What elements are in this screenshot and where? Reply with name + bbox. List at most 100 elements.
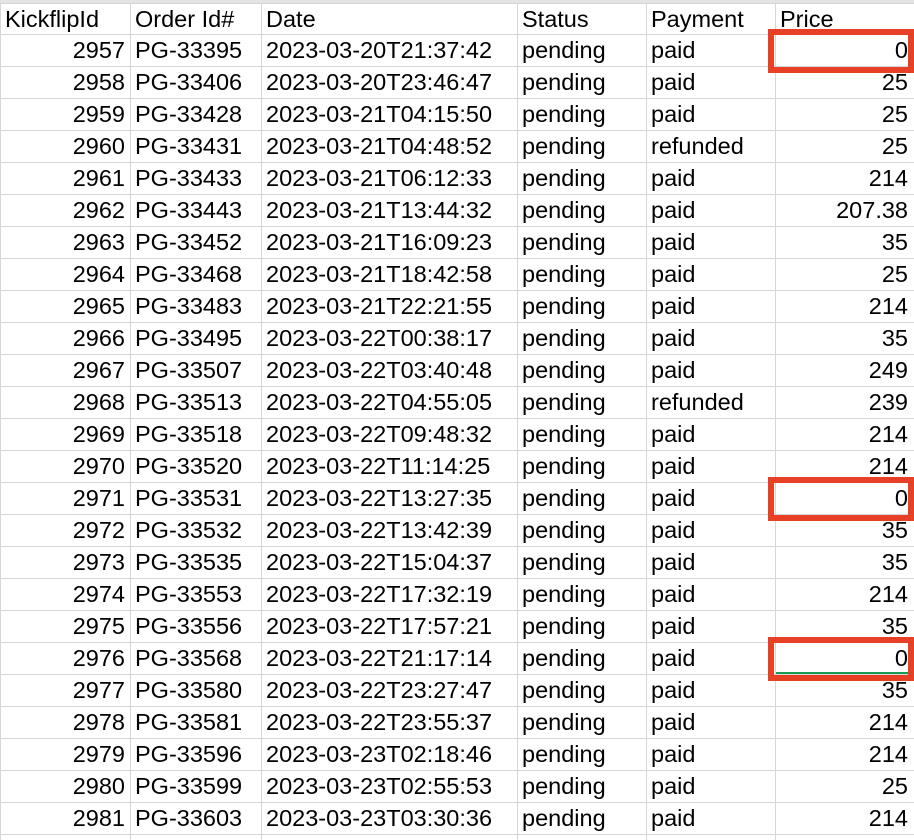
cell-kickflip-id[interactable]: 2981: [0, 802, 131, 835]
cell-price[interactable]: 249: [775, 354, 914, 387]
cell-payment[interactable]: paid: [646, 450, 776, 483]
cell-status[interactable]: pending: [517, 66, 647, 99]
cell-date[interactable]: 2023-03-21T18:42:58: [261, 258, 518, 291]
cell-status[interactable]: pending: [517, 354, 647, 387]
cell-kickflip-id[interactable]: 2965: [0, 290, 131, 323]
cell-date[interactable]: 2023-03-20T23:46:47: [261, 66, 518, 99]
cell-date[interactable]: 2023-03-21T22:21:55: [261, 290, 518, 323]
cell-price[interactable]: 239: [775, 386, 914, 419]
cell-status[interactable]: [517, 834, 647, 840]
cell-status[interactable]: pending: [517, 674, 647, 707]
header-kickflip-id[interactable]: KickflipId: [0, 3, 131, 35]
cell-price[interactable]: 25: [775, 130, 914, 163]
cell-date[interactable]: [261, 834, 518, 840]
cell-order-id[interactable]: PG-33395: [130, 34, 262, 67]
cell-price[interactable]: 35: [775, 226, 914, 259]
cell-date[interactable]: 2023-03-23T02:55:53: [261, 770, 518, 803]
cell-kickflip-id[interactable]: 2968: [0, 386, 131, 419]
cell-payment[interactable]: paid: [646, 706, 776, 739]
cell-status[interactable]: pending: [517, 706, 647, 739]
cell-date[interactable]: 2023-03-22T13:27:35: [261, 482, 518, 515]
header-date[interactable]: Date: [261, 3, 518, 35]
cell-kickflip-id[interactable]: 2970: [0, 450, 131, 483]
cell-price[interactable]: 214: [775, 290, 914, 323]
cell-kickflip-id[interactable]: 2971: [0, 482, 131, 515]
cell-status[interactable]: pending: [517, 482, 647, 515]
cell-price[interactable]: 214: [775, 578, 914, 611]
cell-price[interactable]: 214: [775, 802, 914, 835]
cell-status[interactable]: pending: [517, 578, 647, 611]
cell-price[interactable]: 214: [775, 450, 914, 483]
cell-status[interactable]: pending: [517, 130, 647, 163]
cell-payment[interactable]: paid: [646, 642, 776, 675]
cell-order-id[interactable]: PG-33556: [130, 610, 262, 643]
cell-status[interactable]: pending: [517, 610, 647, 643]
cell-order-id[interactable]: PG-33507: [130, 354, 262, 387]
cell-status[interactable]: pending: [517, 258, 647, 291]
cell-status[interactable]: pending: [517, 290, 647, 323]
cell-order-id[interactable]: PG-33513: [130, 386, 262, 419]
cell-payment[interactable]: paid: [646, 610, 776, 643]
cell-order-id[interactable]: PG-33532: [130, 514, 262, 547]
cell-payment[interactable]: paid: [646, 258, 776, 291]
cell-payment[interactable]: paid: [646, 546, 776, 579]
cell-price[interactable]: 214: [775, 706, 914, 739]
cell-status[interactable]: pending: [517, 770, 647, 803]
cell-kickflip-id[interactable]: 2967: [0, 354, 131, 387]
cell-date[interactable]: 2023-03-21T04:48:52: [261, 130, 518, 163]
cell-price[interactable]: 0: [775, 34, 914, 67]
cell-order-id[interactable]: PG-33599: [130, 770, 262, 803]
cell-date[interactable]: 2023-03-23T02:18:46: [261, 738, 518, 771]
cell-payment[interactable]: paid: [646, 482, 776, 515]
cell-payment[interactable]: paid: [646, 290, 776, 323]
cell-status[interactable]: pending: [517, 546, 647, 579]
cell-kickflip-id[interactable]: 2975: [0, 610, 131, 643]
cell-kickflip-id[interactable]: 2961: [0, 162, 131, 195]
cell-kickflip-id[interactable]: 2964: [0, 258, 131, 291]
cell-order-id[interactable]: PG-33581: [130, 706, 262, 739]
cell-kickflip-id[interactable]: 2963: [0, 226, 131, 259]
cell-date[interactable]: 2023-03-21T06:12:33: [261, 162, 518, 195]
cell-kickflip-id[interactable]: 2962: [0, 194, 131, 227]
header-payment[interactable]: Payment: [646, 3, 776, 35]
cell-date[interactable]: 2023-03-20T21:37:42: [261, 34, 518, 67]
cell-price[interactable]: 35: [775, 610, 914, 643]
cell-price[interactable]: 25: [775, 770, 914, 803]
cell-date[interactable]: 2023-03-23T03:30:36: [261, 802, 518, 835]
cell-order-id[interactable]: PG-33531: [130, 482, 262, 515]
cell-status[interactable]: pending: [517, 514, 647, 547]
cell-date[interactable]: 2023-03-22T17:32:19: [261, 578, 518, 611]
cell-order-id[interactable]: PG-33568: [130, 642, 262, 675]
cell-payment[interactable]: paid: [646, 34, 776, 67]
cell-status[interactable]: pending: [517, 226, 647, 259]
cell-payment[interactable]: paid: [646, 98, 776, 131]
cell-price[interactable]: 214: [775, 738, 914, 771]
cell-order-id[interactable]: PG-33535: [130, 546, 262, 579]
cell-date[interactable]: 2023-03-22T17:57:21: [261, 610, 518, 643]
cell-status[interactable]: pending: [517, 738, 647, 771]
cell-price[interactable]: 214: [775, 162, 914, 195]
header-order-id[interactable]: Order Id#: [130, 3, 262, 35]
cell-payment[interactable]: refunded: [646, 386, 776, 419]
cell-date[interactable]: 2023-03-22T23:55:37: [261, 706, 518, 739]
cell-date[interactable]: 2023-03-22T15:04:37: [261, 546, 518, 579]
cell-status[interactable]: pending: [517, 34, 647, 67]
cell-price[interactable]: 207.38: [775, 194, 914, 227]
cell-status[interactable]: pending: [517, 418, 647, 451]
cell-status[interactable]: pending: [517, 450, 647, 483]
cell-payment[interactable]: paid: [646, 738, 776, 771]
cell-payment[interactable]: paid: [646, 66, 776, 99]
cell-order-id[interactable]: PG-33433: [130, 162, 262, 195]
cell-status[interactable]: pending: [517, 98, 647, 131]
cell-kickflip-id[interactable]: [0, 834, 131, 840]
cell-price[interactable]: 0: [775, 642, 914, 675]
cell-date[interactable]: 2023-03-21T16:09:23: [261, 226, 518, 259]
cell-payment[interactable]: paid: [646, 162, 776, 195]
cell-order-id[interactable]: PG-33580: [130, 674, 262, 707]
cell-kickflip-id[interactable]: 2980: [0, 770, 131, 803]
cell-date[interactable]: 2023-03-21T13:44:32: [261, 194, 518, 227]
cell-kickflip-id[interactable]: 2957: [0, 34, 131, 67]
cell-order-id[interactable]: PG-33483: [130, 290, 262, 323]
cell-order-id[interactable]: PG-33428: [130, 98, 262, 131]
cell-price[interactable]: 0: [775, 482, 914, 515]
